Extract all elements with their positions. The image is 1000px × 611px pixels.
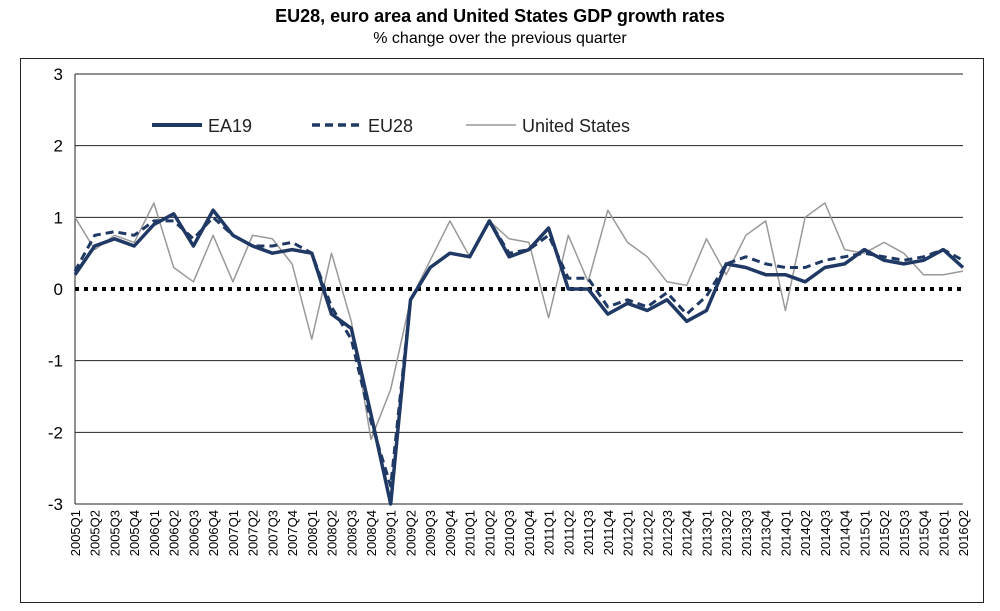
x-tick-label: 2007Q1 (226, 510, 241, 556)
x-tick-label: 2014Q4 (838, 510, 853, 556)
x-axis-ticks: 2005Q1 2005Q2 2005Q3 2005Q4 2006Q1 2006Q2 2006… (68, 510, 971, 556)
x-tick-label: 2012Q3 (660, 510, 675, 556)
x-tick-label: 2005Q4 (127, 510, 142, 556)
x-tick-label: 2005Q2 (88, 510, 103, 556)
x-tick-label: 2009Q1 (384, 510, 399, 556)
series-line-eu28 (73, 215, 964, 488)
x-tick-label: 2015Q4 (917, 510, 932, 556)
chart-frame (20, 58, 984, 603)
x-tick-label: 2009Q2 (403, 510, 418, 556)
y-tick-label: 3 (54, 65, 63, 84)
x-tick-label: 2007Q3 (265, 510, 280, 556)
chart-subtitle: % change over the previous quarter (373, 30, 627, 47)
x-tick-label: 2014Q1 (778, 510, 793, 556)
x-tick-label: 2015Q3 (897, 510, 912, 556)
x-tick-label: 2016Q1 (936, 510, 951, 556)
x-tick-label: 2014Q2 (798, 510, 813, 556)
x-tick-label: 2013Q1 (699, 510, 714, 556)
x-tick-label: 2005Q1 (68, 510, 83, 556)
x-tick-label: 2007Q2 (246, 510, 261, 556)
y-tick-label: 2 (54, 137, 63, 156)
y-tick-label: 0 (54, 280, 63, 299)
x-tick-label: 2013Q2 (719, 510, 734, 556)
x-tick-label: 2011Q4 (601, 510, 616, 555)
legend-label: United States (522, 116, 630, 136)
x-tick-label: 2015Q1 (857, 510, 872, 556)
gridlines (74, 73, 963, 505)
x-tick-label: 2005Q3 (107, 510, 122, 556)
legend: EA19 EU28 United States (152, 116, 630, 136)
x-tick-label: 2011Q1 (542, 510, 557, 555)
x-tick-label: 2010Q1 (463, 510, 478, 556)
chart-title: EU28, euro area and United States GDP gr… (275, 6, 725, 26)
x-tick-label: 2012Q1 (621, 510, 636, 556)
y-tick-label: -1 (48, 352, 63, 371)
series-lines (73, 202, 965, 506)
y-tick-label: 1 (54, 208, 63, 227)
y-axis-ticks: 3 2 1 0 -1 -2 -3 (48, 65, 63, 514)
x-tick-label: 2014Q3 (818, 510, 833, 556)
x-tick-label: 2013Q3 (739, 510, 754, 556)
series-line-united-states (74, 202, 964, 441)
x-tick-label: 2016Q2 (956, 510, 971, 556)
x-tick-label: 2006Q1 (147, 510, 162, 556)
x-tick-label: 2012Q2 (640, 510, 655, 556)
x-tick-label: 2006Q2 (167, 510, 182, 556)
x-tick-label: 2008Q4 (364, 510, 379, 556)
x-tick-label: 2011Q2 (561, 510, 576, 555)
x-tick-label: 2009Q4 (443, 510, 458, 556)
series-line-ea19 (73, 208, 965, 506)
x-tick-label: 2009Q3 (423, 510, 438, 556)
x-tick-label: 2006Q4 (206, 510, 221, 556)
x-tick-label: 2008Q2 (325, 510, 340, 556)
x-tick-label: 2013Q4 (759, 510, 774, 556)
x-tick-label: 2010Q4 (522, 510, 537, 556)
x-tick-label: 2012Q4 (680, 510, 695, 556)
x-tick-label: 2008Q3 (344, 510, 359, 556)
y-tick-label: -2 (48, 423, 63, 442)
x-tick-label: 2010Q3 (502, 510, 517, 556)
x-tick-label: 2008Q1 (305, 510, 320, 556)
x-tick-label: 2006Q3 (186, 510, 201, 556)
y-tick-label: -3 (48, 495, 63, 514)
legend-label: EA19 (208, 116, 252, 136)
x-tick-label: 2015Q2 (877, 510, 892, 556)
x-tick-label: 2011Q3 (581, 510, 596, 555)
x-tick-label: 2007Q4 (285, 510, 300, 556)
legend-label: EU28 (368, 116, 413, 136)
x-tick-label: 2010Q2 (482, 510, 497, 556)
